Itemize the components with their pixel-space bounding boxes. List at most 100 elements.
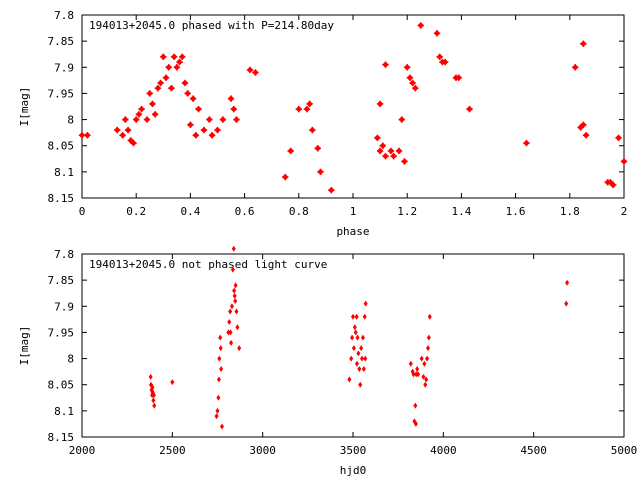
bottom-data-point <box>565 279 570 286</box>
top-data-point <box>230 105 237 113</box>
bottom-data-point <box>355 334 360 341</box>
bottom-data-point <box>220 423 225 430</box>
top-data-point <box>376 147 384 155</box>
top-y-tick-label: 7.95 <box>48 87 75 100</box>
top-x-tick-label: 1.2 <box>397 205 417 218</box>
bottom-data-point <box>360 334 365 341</box>
top-data-point <box>417 22 424 29</box>
bottom-data-point <box>356 350 361 357</box>
bottom-x-tick-label: 2000 <box>69 444 96 457</box>
bottom-data-point <box>422 360 427 367</box>
top-data-point <box>609 181 617 189</box>
top-data-point <box>398 116 405 123</box>
top-data-point <box>404 64 411 71</box>
bottom-data-point <box>363 300 368 307</box>
top-data-point <box>395 147 403 155</box>
top-chart-title: 194013+2045.0 phased with P=214.80day <box>89 19 334 32</box>
top-data-point <box>433 30 441 37</box>
bottom-x-tick-label: 3000 <box>249 444 276 457</box>
bottom-data-point <box>426 334 431 341</box>
top-data-point <box>572 64 579 71</box>
bottom-data-point <box>217 355 222 362</box>
top-data-point <box>124 126 132 134</box>
top-data-point <box>580 40 587 47</box>
top-data-point <box>227 95 235 102</box>
top-data-point <box>401 158 408 165</box>
bottom-data-point <box>423 381 428 388</box>
bottom-y-tick-label: 7.8 <box>54 248 74 261</box>
bottom-data-point <box>219 366 224 373</box>
top-data-point <box>309 126 316 134</box>
bottom-data-point <box>419 355 424 362</box>
top-data-point <box>130 139 137 147</box>
bottom-data-point <box>233 298 238 305</box>
bottom-data-point <box>215 407 220 414</box>
bottom-data-point <box>425 345 430 352</box>
bottom-data-point <box>235 324 240 331</box>
top-data-point <box>387 147 395 155</box>
bottom-data-point <box>352 324 357 331</box>
top-x-tick-label: 0.2 <box>126 205 146 218</box>
top-data-point <box>195 105 202 113</box>
top-data-point <box>436 53 443 61</box>
bottom-data-point <box>358 381 363 388</box>
bottom-data-point <box>349 355 354 362</box>
bottom-panel: 2000 2500 3000 3500 4000 4500 5000 7.8 7.85 7.9 7.… <box>18 245 637 477</box>
top-data-point <box>303 105 311 113</box>
bottom-y-tick-label: 7.85 <box>48 274 75 287</box>
bottom-data-point <box>424 376 429 383</box>
top-data-point <box>179 53 186 61</box>
top-data-point <box>78 132 86 139</box>
bottom-data-point <box>228 308 233 315</box>
top-x-tick-label: 0.4 <box>180 205 200 218</box>
bottom-data-point <box>233 282 238 289</box>
top-data-point <box>374 134 381 142</box>
bottom-data-point <box>408 360 413 367</box>
bottom-data-point <box>351 345 356 352</box>
bottom-data-point <box>148 373 153 380</box>
top-data-point <box>376 100 384 108</box>
bottom-data-point <box>351 313 355 320</box>
top-data-point <box>149 100 156 108</box>
top-x-tick-label: 1.4 <box>451 205 471 218</box>
top-data-point <box>181 79 189 87</box>
bottom-data-point <box>360 355 365 362</box>
top-data-point <box>306 100 313 108</box>
bottom-data-point <box>150 384 155 391</box>
top-data-point <box>580 121 587 128</box>
bottom-chart-title: 194013+2045.0 not phased light curve <box>89 258 327 271</box>
top-data-point <box>138 105 145 113</box>
top-y-tick-label: 7.9 <box>54 61 74 74</box>
top-data-point <box>135 111 143 118</box>
bottom-data-point <box>353 329 358 336</box>
top-data-point <box>208 132 216 139</box>
top-data-point <box>122 116 129 123</box>
top-data-point <box>189 95 197 102</box>
bottom-data-point <box>359 345 364 352</box>
bottom-plot-frame <box>81 253 625 438</box>
bottom-x-tick-label: 3500 <box>340 444 367 457</box>
top-data-point <box>233 116 240 123</box>
bottom-data-point <box>214 413 219 420</box>
top-data-point <box>192 132 200 139</box>
top-data-point <box>390 152 397 160</box>
top-data-point <box>157 79 164 87</box>
top-data-point <box>406 74 414 81</box>
top-data-point <box>143 116 151 123</box>
top-data-point <box>328 186 335 194</box>
bottom-y-tick-label: 8.05 <box>48 379 75 392</box>
top-data-point <box>114 126 121 134</box>
top-y-tick-label: 8.15 <box>48 192 75 205</box>
bottom-data-point <box>230 266 235 273</box>
top-data-point <box>165 64 172 71</box>
top-x-axis-label: phase <box>336 225 369 238</box>
top-y-tick-label: 8.05 <box>48 140 75 153</box>
bottom-data-point <box>229 303 234 310</box>
top-data-point <box>379 142 387 149</box>
top-data-point <box>620 158 628 165</box>
bottom-data-point <box>227 318 232 325</box>
bottom-data-point <box>229 339 234 346</box>
bottom-y-tick-label: 8 <box>67 353 74 366</box>
bottom-x-tick-label: 2500 <box>159 444 186 457</box>
top-data-point <box>168 85 175 92</box>
